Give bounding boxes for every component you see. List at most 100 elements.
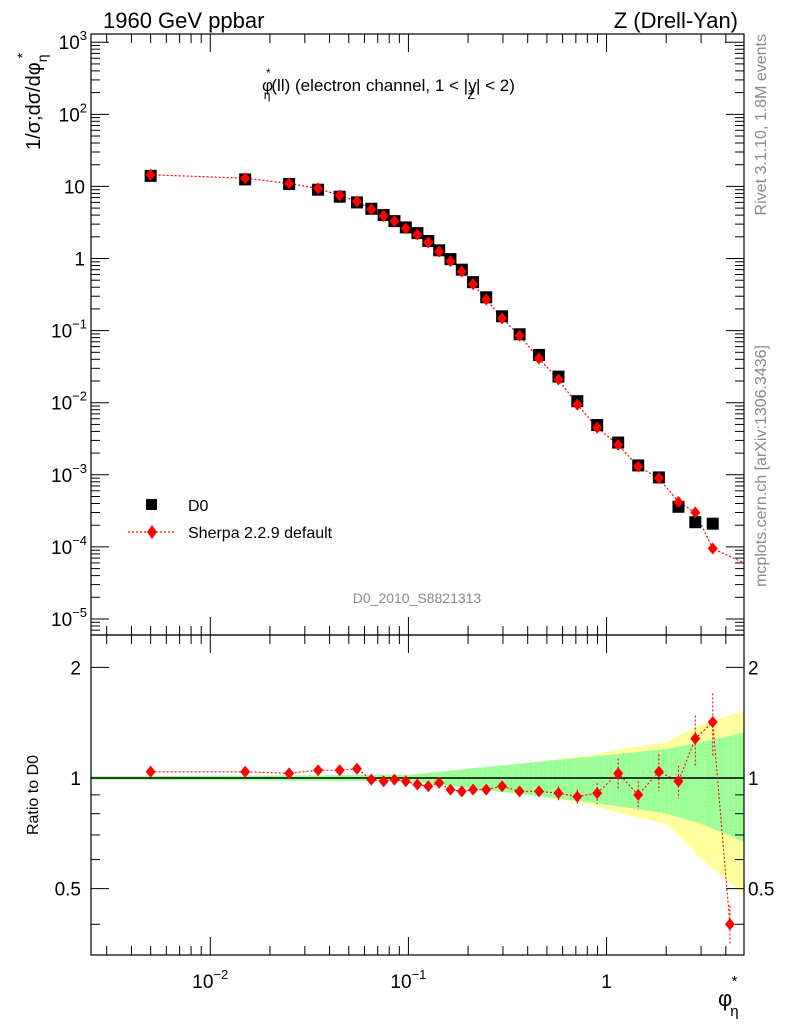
ratio-band-inner: [548, 760, 553, 798]
mc-point: [434, 245, 445, 258]
ratio-band-inner: [717, 738, 720, 831]
ratio-mc-point: [445, 783, 456, 796]
ratio-band-inner: [732, 734, 735, 838]
mc-point: [366, 203, 377, 216]
ratio-mc-point: [284, 767, 295, 780]
ylabel-main: 1/σ;dσ/dφ: [23, 62, 45, 150]
mc-point: [690, 506, 701, 519]
mc-point: [514, 329, 525, 342]
ratio-band-inner: [719, 737, 722, 832]
ratio-tick-label-right: 2: [748, 658, 759, 679]
ratio-band-inner: [594, 756, 599, 804]
mcplots-label: mcplots.cern.ch [arXiv:1306.3436]: [753, 345, 770, 587]
ratio-mc-point: [240, 765, 251, 778]
ratio-mc-point: [468, 783, 479, 796]
ratio-band-inner: [635, 752, 639, 810]
ratio-band-inner: [650, 750, 654, 812]
xlabel-sup: *: [732, 973, 738, 990]
y-tick-exp: −1: [72, 317, 87, 332]
title-eta: η: [264, 88, 271, 102]
ratio-mc-point: [533, 785, 544, 798]
ratio-mc-point: [145, 765, 156, 778]
ratio-mc-point: [592, 787, 603, 800]
plot-title: φ* η(ll) (electron channel, 1 < |yZ| < 2): [262, 66, 515, 102]
ratio-band-inner: [669, 748, 673, 816]
ratio-band-inner: [598, 755, 603, 804]
title-phi: φ: [262, 76, 273, 95]
ratio-band-inner: [644, 751, 648, 811]
ratio-mc-point: [400, 775, 411, 788]
mc-point: [707, 542, 718, 555]
y-axis-label: 1/σ;dσ/dφη *: [14, 53, 50, 151]
y-tick-label: 10−1: [51, 317, 87, 343]
ratio-band-inner: [656, 749, 660, 813]
mc-point: [456, 265, 467, 278]
ratio-band-inner: [605, 755, 610, 805]
y-tick-label: 1: [74, 250, 85, 271]
ratio-band-inner: [557, 759, 562, 799]
y-tick-label: 10−2: [51, 389, 87, 415]
ratio-band-inner: [586, 756, 591, 803]
ratio-band-inner: [667, 748, 670, 815]
ratio-frame: [90, 634, 745, 956]
ratio-band-inner: [721, 737, 724, 833]
ratio-band-inner: [538, 761, 544, 797]
ratio-mc-point: [313, 764, 324, 777]
ratio-band-inner: [578, 757, 583, 802]
mc-point: [481, 293, 492, 306]
legend-label-d0: D0: [188, 498, 209, 515]
ratio-band-inner: [612, 754, 617, 806]
mc-point: [351, 195, 362, 208]
ratio-band-inner: [689, 744, 692, 821]
x-tick-exp: −2: [213, 967, 228, 982]
ratio-mc-point: [481, 783, 492, 796]
y-tick-base: 10: [51, 466, 72, 487]
y-tick-base: 10: [59, 33, 80, 54]
ratio-tick-label-left: 2: [70, 658, 81, 679]
ratio-band-inner: [728, 735, 731, 836]
ratio-band-inner: [711, 739, 714, 829]
ratio-band-inner: [672, 747, 675, 816]
mc-point: [334, 189, 345, 202]
ratio-band-inner: [726, 736, 729, 835]
ratio-mc-point: [514, 785, 525, 798]
ratio-band-inner: [737, 733, 740, 840]
main-frame: [90, 33, 745, 636]
legend-marker-mc: [147, 525, 157, 539]
ratio-mc-point: [434, 776, 445, 789]
watermark: D0_2010_S8821313: [353, 590, 482, 606]
ratio-band-inner: [590, 756, 595, 803]
ratio-band-inner: [609, 754, 613, 806]
ratio-mc-point: [412, 778, 423, 791]
ratio-mc-point: [351, 762, 362, 775]
x-tick-base: 10: [192, 972, 213, 993]
ratio-band-inner: [735, 734, 738, 839]
ratio-band-inner: [715, 738, 718, 831]
mc-point: [240, 172, 251, 185]
ratio-band-inner: [686, 744, 690, 821]
ratio-band-inner: [533, 761, 539, 796]
y-tick-label: 10−5: [51, 605, 87, 631]
ratio-band-inner: [602, 755, 606, 805]
mc-point: [653, 472, 664, 485]
ratio-band-inner: [693, 743, 697, 823]
ratio-mc-point: [378, 775, 389, 788]
mc-point: [445, 255, 456, 268]
y-tick-base: 10: [51, 322, 72, 343]
ratio-band-inner: [561, 759, 567, 800]
ratio-band-inner: [704, 741, 707, 826]
mc-point: [468, 278, 479, 291]
ratio-band-inner: [698, 742, 701, 824]
y-tick-exp: −3: [72, 461, 87, 476]
ratio-mc-point: [707, 716, 718, 729]
ratio-band-inner: [700, 742, 703, 825]
ratio-band-inner: [574, 758, 579, 801]
title-z: Z: [468, 88, 475, 102]
ratio-band-inner: [647, 750, 651, 811]
ratio-mc-point: [366, 773, 377, 786]
y-tick-base: 10: [59, 105, 80, 126]
y-tick-label: 10−4: [51, 533, 87, 559]
mc-line: [150, 174, 745, 564]
ratio-band-inner: [523, 762, 529, 795]
title-end: | < 2): [476, 76, 515, 95]
